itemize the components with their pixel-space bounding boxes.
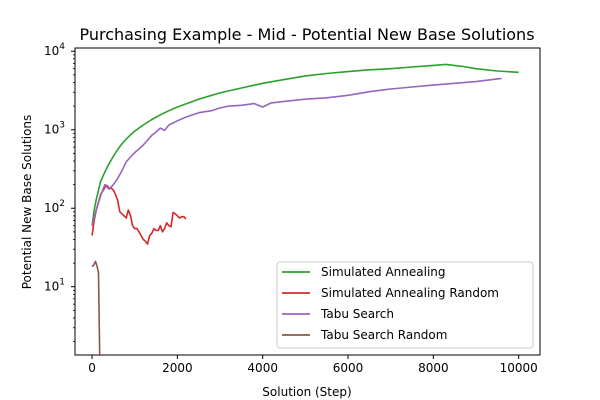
y-tick-label: 101 (44, 278, 65, 294)
legend-entry: Tabu Search (320, 307, 394, 321)
x-axis-ticks: 0 2000 4000 6000 8000 10000 (88, 355, 538, 375)
series-line-simulated-annealing-random (91, 184, 187, 245)
x-tick-label: 2000 (162, 361, 193, 375)
x-tick-label: 8000 (418, 361, 449, 375)
plot-area (74, 47, 541, 356)
x-axis-label: Solution (Step) (262, 385, 351, 399)
x-tick-label: 10000 (500, 361, 538, 375)
x-tick-label: 6000 (333, 361, 364, 375)
y-tick-label: 104 (44, 42, 65, 58)
legend: Simulated Annealing Simulated Annealing R… (276, 261, 534, 349)
legend-entry: Tabu Search Random (320, 328, 447, 342)
chart-title: Purchasing Example - Mid - Potential New… (79, 25, 534, 44)
series-line-simulated-annealing (91, 63, 519, 226)
y-tick-label: 102 (44, 199, 65, 215)
legend-entry: Simulated Annealing (321, 265, 446, 279)
y-axis-label: Potential New Base Solutions (20, 115, 34, 290)
y-axis-ticks: 101 102 103 104 (44, 42, 75, 343)
y-tick-label: 103 (44, 121, 65, 137)
series-line-tabu-search-random (91, 260, 101, 356)
legend-entry: Simulated Annealing Random (321, 286, 499, 300)
series-line-tabu-search (91, 77, 502, 226)
legend-box (276, 261, 534, 349)
x-tick-label: 0 (88, 361, 96, 375)
x-tick-label: 4000 (247, 361, 278, 375)
series-lines (91, 63, 519, 356)
